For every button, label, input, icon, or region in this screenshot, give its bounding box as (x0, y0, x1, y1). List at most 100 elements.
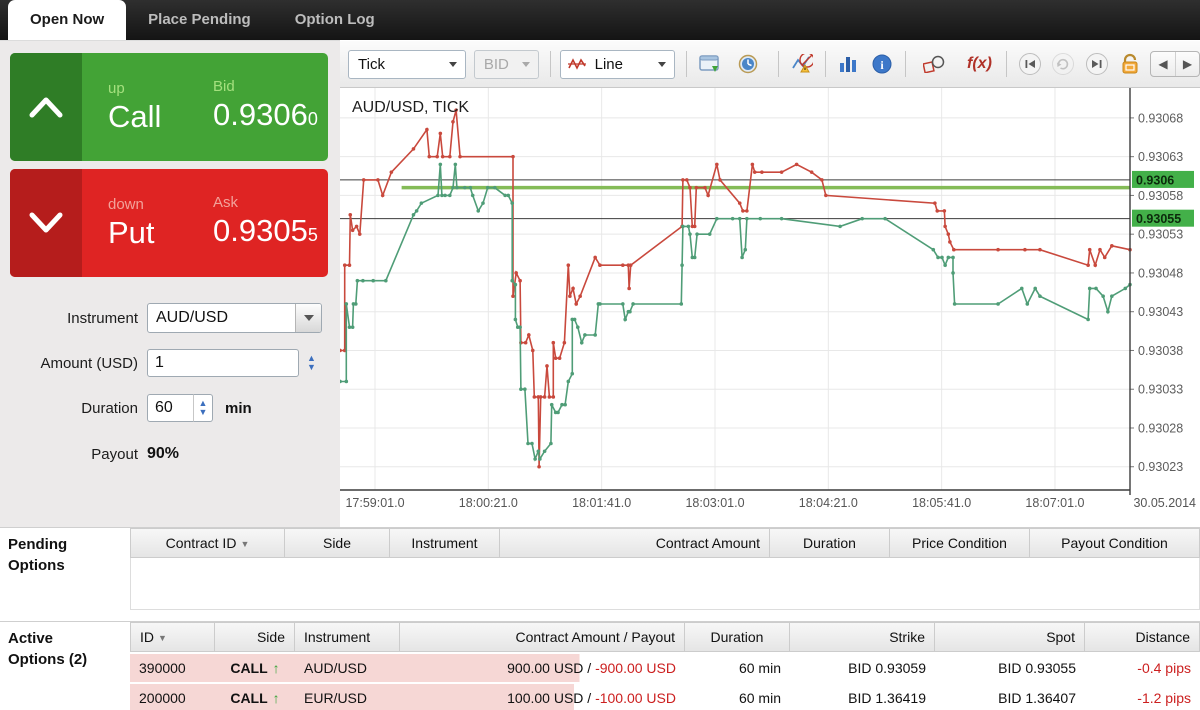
call-direction-label: up (108, 80, 125, 97)
option-side: CALL ↑ (230, 660, 280, 676)
repeat-icon[interactable] (1050, 50, 1077, 78)
instrument-select[interactable]: AUD/USD (147, 303, 322, 333)
col-header-duration[interactable]: Duration (770, 528, 890, 558)
tick-chart-canvas: 0.93068 0.93063 0.93058 0.93053 0.93048 0.930… (338, 88, 1196, 510)
col-header-strike[interactable]: Strike (790, 622, 935, 652)
svg-text:0.93023: 0.93023 (1138, 460, 1183, 474)
col-header-id[interactable]: ID ▼ (130, 622, 215, 652)
chevron-down-icon[interactable] (295, 304, 321, 332)
side-select[interactable]: BID (473, 49, 539, 79)
duration-unit: min (225, 399, 252, 417)
active-options-section: Active Options (2) ID ▼ Side Instrument Co… (0, 621, 1200, 710)
option-duration: 60 min (738, 660, 781, 676)
step-down-icon: ▼ (198, 407, 208, 417)
option-spot: BID 0.93055 (998, 660, 1076, 676)
go-to-end-icon[interactable] (1083, 50, 1110, 78)
col-header-instrument[interactable]: Instrument (390, 528, 500, 558)
pending-options-title: Pending Options (8, 536, 68, 574)
svg-text:0.93048: 0.93048 (1138, 266, 1183, 280)
option-duration: 60 min (738, 690, 781, 706)
sort-icon: ▼ (158, 633, 167, 643)
pan-controls: ◀ ▶ (1150, 51, 1200, 77)
amount-input[interactable] (147, 349, 299, 377)
option-amount-payout: 100.00 USD / -100.00 USD (507, 690, 676, 706)
col-header-distance[interactable]: Distance (1085, 622, 1200, 652)
option-id: 200000 (139, 690, 186, 706)
separator (1006, 51, 1008, 77)
go-to-start-icon[interactable] (1016, 50, 1043, 78)
col-header-price-condition[interactable]: Price Condition (890, 528, 1030, 558)
duration-input[interactable] (147, 394, 195, 422)
svg-text:18:03:01.0: 18:03:01.0 (685, 496, 744, 510)
col-header-amount-payout[interactable]: Contract Amount / Payout (400, 622, 685, 652)
function-icon[interactable]: f(x) (967, 55, 992, 72)
new-window-icon[interactable] (696, 50, 723, 78)
col-header-payout-condition[interactable]: Payout Condition (1030, 528, 1200, 558)
col-header-instrument[interactable]: Instrument (295, 622, 400, 652)
svg-text:18:00:21.0: 18:00:21.0 (459, 496, 518, 510)
info-icon[interactable]: i (868, 50, 895, 78)
chart-type-select[interactable]: Line (559, 49, 676, 79)
separator (778, 51, 780, 77)
payout-value: 90% (147, 445, 180, 462)
pending-options-empty-body (130, 558, 1200, 610)
step-up-icon: ▲ (198, 398, 208, 408)
tab-place-pending[interactable]: Place Pending (148, 11, 251, 28)
active-options-title: Active Options (2) (8, 630, 88, 668)
step-up-icon: ▲ (307, 353, 316, 363)
call-label: Call (108, 99, 162, 134)
pan-right-icon[interactable]: ▶ (1175, 52, 1199, 76)
active-option-row[interactable]: 200000 CALL ↑ EUR/USD 100.00 USD / -100.0… (130, 684, 1200, 710)
option-strike: BID 0.93059 (848, 660, 926, 676)
price-chart: 0.93068 0.93063 0.93058 0.93053 0.93048 0.930… (338, 88, 1200, 527)
svg-text:18:04:21.0: 18:04:21.0 (799, 496, 858, 510)
period-select[interactable]: Tick (348, 49, 466, 79)
put-price: 0.93055 (213, 213, 318, 248)
svg-text:i: i (880, 58, 884, 72)
svg-text:18:01:41.0: 18:01:41.0 (572, 496, 631, 510)
col-header-side[interactable]: Side (215, 622, 295, 652)
active-option-row[interactable]: 390000 CALL ↑ AUD/USD 900.00 USD / -900.0… (130, 654, 1200, 682)
chevron-down-icon (10, 169, 82, 277)
call-button[interactable]: up Call Bid 0.93060 (10, 53, 328, 161)
tab-option-log[interactable]: Option Log (294, 11, 375, 28)
payout-label: Payout (91, 445, 138, 463)
draw-tools-icon[interactable] (915, 50, 956, 78)
amount-label: Amount (USD) (40, 354, 138, 372)
option-strike: BID 1.36419 (848, 690, 926, 706)
col-header-duration[interactable]: Duration (685, 622, 790, 652)
duration-stepper[interactable]: ▲ ▼ (193, 394, 213, 422)
col-header-contract-amount[interactable]: Contract Amount (500, 528, 770, 558)
option-distance: -1.2 pips (1137, 690, 1191, 706)
separator (686, 51, 688, 77)
svg-text:0.93068: 0.93068 (1138, 111, 1183, 125)
tab-open-now[interactable]: Open Now (8, 0, 127, 40)
svg-text:0.93058: 0.93058 (1138, 189, 1183, 203)
pan-left-icon[interactable]: ◀ (1158, 57, 1168, 71)
active-options-table: ID ▼ Side Instrument Contract Amount / Pa… (130, 622, 1200, 710)
option-instrument: EUR/USD (304, 690, 368, 706)
option-side: CALL ↑ (230, 690, 280, 706)
col-header-spot[interactable]: Spot (935, 622, 1085, 652)
alerts-icon[interactable] (788, 50, 815, 78)
separator (824, 51, 826, 77)
lock-icon[interactable] (1117, 50, 1144, 78)
top-tab-bar: Open Now Place Pending Option Log (0, 0, 1200, 40)
svg-text:0.93063: 0.93063 (1138, 150, 1183, 164)
col-header-side[interactable]: Side (285, 528, 390, 558)
step-down-icon: ▼ (307, 362, 316, 372)
col-header-contract-id[interactable]: Contract ID ▼ (130, 528, 285, 558)
put-price-label: Ask (213, 194, 239, 211)
separator (904, 51, 906, 77)
amount-stepper[interactable]: ▲ ▼ (307, 354, 316, 372)
sort-icon: ▼ (240, 539, 250, 549)
time-settings-icon[interactable] (730, 50, 769, 78)
option-id: 390000 (139, 660, 186, 676)
volume-bars-icon[interactable] (835, 50, 862, 78)
svg-text:0.93053: 0.93053 (1138, 228, 1183, 242)
svg-text:0.93043: 0.93043 (1138, 305, 1183, 319)
chevron-down-icon (658, 61, 667, 67)
up-arrow-icon: ↑ (272, 660, 280, 676)
put-button[interactable]: down Put Ask 0.93055 (10, 169, 328, 277)
